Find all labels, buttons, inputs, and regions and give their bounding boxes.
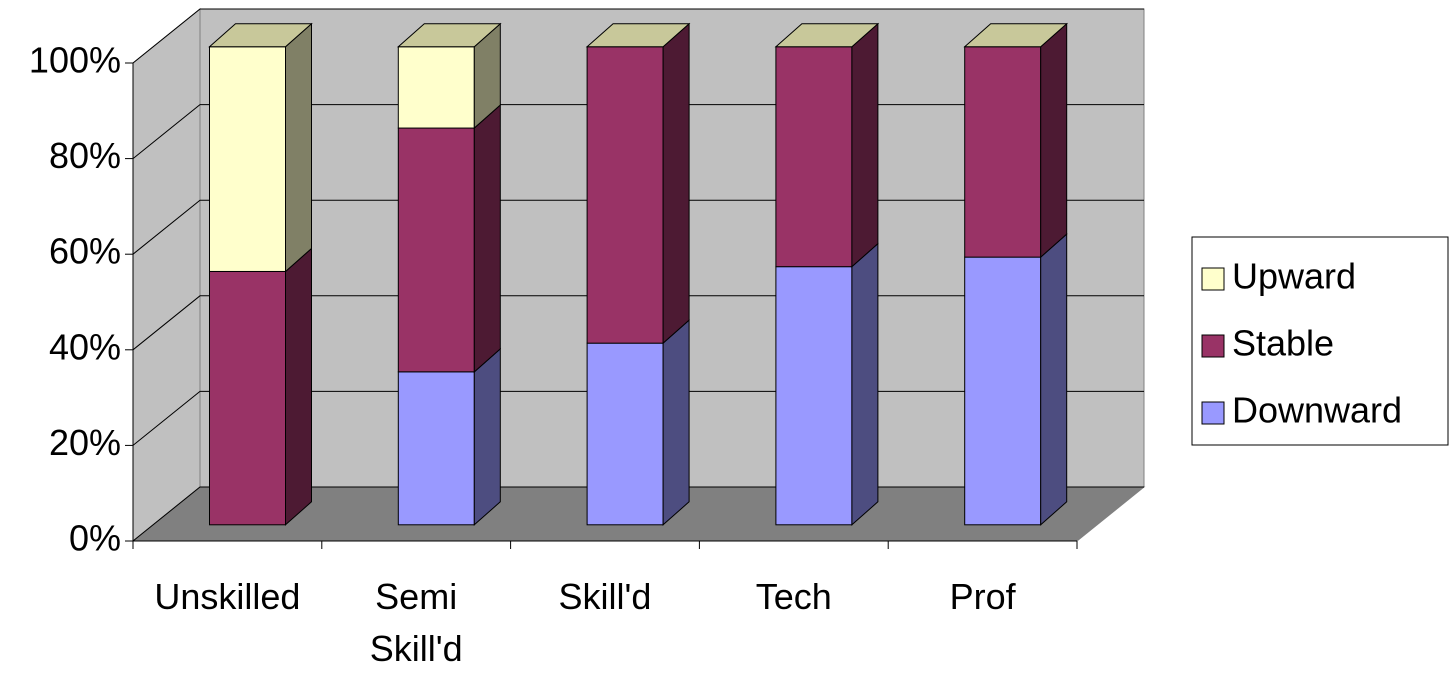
x-tick-label: Tech xyxy=(755,576,832,617)
bar-side xyxy=(473,347,501,526)
y-tick-label: 60% xyxy=(49,231,121,272)
bar-side xyxy=(851,242,879,526)
bar-segment xyxy=(775,266,853,526)
legend-swatch xyxy=(1201,267,1225,291)
bar-top xyxy=(208,23,313,48)
bar-segment xyxy=(964,46,1042,258)
x-tick-label: Skill'd xyxy=(558,576,652,617)
legend-label: Stable xyxy=(1232,323,1334,364)
bar-top xyxy=(774,23,880,48)
bar-segment xyxy=(397,46,475,129)
side-wall xyxy=(132,7,201,543)
legend-box xyxy=(1191,236,1449,446)
legend-swatch xyxy=(1201,334,1225,358)
bar-segment xyxy=(775,46,853,268)
y-tick-label: 100% xyxy=(29,40,121,81)
bar-side xyxy=(662,319,690,526)
bar-side xyxy=(285,22,312,273)
bar-segment xyxy=(209,270,286,526)
bar-top xyxy=(585,23,691,48)
x-tick-label: Prof xyxy=(949,576,1016,617)
bar-side xyxy=(851,22,879,268)
y-tick-label: 40% xyxy=(49,326,121,367)
x-tick-label: Unskilled xyxy=(154,576,301,617)
y-tick-label: 20% xyxy=(49,422,121,463)
bar-top xyxy=(963,23,1069,48)
bar-segment xyxy=(209,46,286,272)
legend-label: Upward xyxy=(1232,256,1356,297)
y-tick-label: 80% xyxy=(49,135,121,176)
bar-top xyxy=(396,23,502,48)
bar-segment xyxy=(964,256,1042,526)
legend-swatch xyxy=(1201,401,1225,425)
grid-line xyxy=(132,8,1144,64)
y-tick-label: 0% xyxy=(69,518,121,559)
bar-side xyxy=(1040,22,1068,259)
bar-side xyxy=(1040,233,1068,526)
legend-label: Downward xyxy=(1232,390,1402,431)
bar-segment xyxy=(586,46,664,344)
bar-side xyxy=(473,103,501,373)
x-tick-label: Semi Skill'd xyxy=(369,576,463,669)
bar-side xyxy=(285,247,312,526)
bar-segment xyxy=(397,127,475,373)
bar-segment xyxy=(586,342,664,526)
bar-side xyxy=(662,22,690,345)
bar-segment xyxy=(397,371,475,526)
